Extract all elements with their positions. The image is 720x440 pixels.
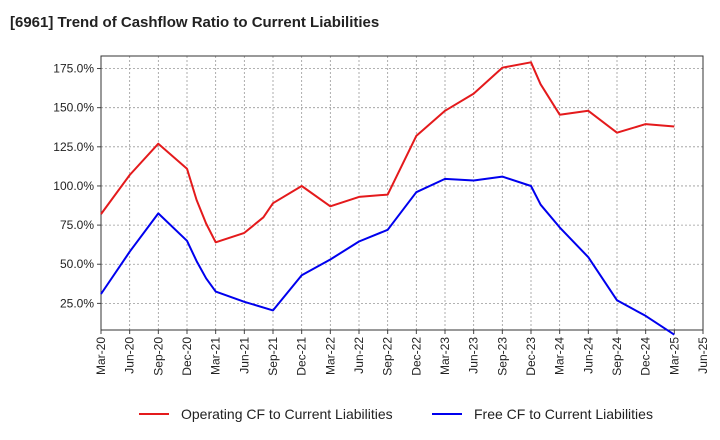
x-tick-label: Dec-24 (639, 337, 653, 376)
y-tick-label: 150.0% (53, 101, 94, 115)
x-tick-label: Jun-21 (237, 337, 251, 374)
x-tick-label: Jun-25 (696, 337, 710, 374)
y-tick-label: 50.0% (60, 257, 94, 271)
x-tick-label: Jun-20 (123, 337, 137, 374)
x-tick-label: Sep-22 (381, 337, 395, 376)
x-tick-label: Mar-24 (553, 337, 567, 375)
y-tick-label: 100.0% (53, 179, 94, 193)
x-tick-label: Sep-20 (151, 337, 165, 376)
x-tick-label: Mar-21 (209, 337, 223, 375)
x-tick-label: Dec-21 (295, 337, 309, 376)
y-tick-label: 25.0% (60, 296, 94, 310)
series-line (100, 175, 675, 336)
plot-area-border (100, 55, 704, 331)
legend-label: Operating CF to Current Liabilities (181, 406, 393, 422)
x-tick-label: Jun-23 (467, 337, 481, 374)
x-tick-label: Dec-22 (409, 337, 423, 376)
x-tick-label: Mar-23 (438, 337, 452, 375)
y-tick-label: 125.0% (53, 140, 94, 154)
y-tick-label: 175.0% (53, 62, 94, 76)
x-tick-label: Jun-22 (352, 337, 366, 374)
y-tick-label: 75.0% (60, 218, 94, 232)
x-tick-label: Mar-20 (94, 337, 108, 375)
x-tick-label: Mar-25 (667, 337, 681, 375)
x-tick-label: Sep-24 (610, 337, 624, 376)
x-tick-label: Dec-20 (180, 337, 194, 376)
x-tick-label: Sep-23 (495, 337, 509, 376)
legend-label: Free CF to Current Liabilities (474, 406, 653, 422)
chart-title: [6961] Trend of Cashflow Ratio to Curren… (10, 14, 380, 31)
x-tick-label: Sep-21 (266, 337, 280, 376)
x-tick-label: Jun-24 (581, 337, 595, 374)
x-tick-label: Mar-22 (323, 337, 337, 375)
x-tick-label: Dec-23 (524, 337, 538, 376)
series-line (100, 61, 675, 244)
